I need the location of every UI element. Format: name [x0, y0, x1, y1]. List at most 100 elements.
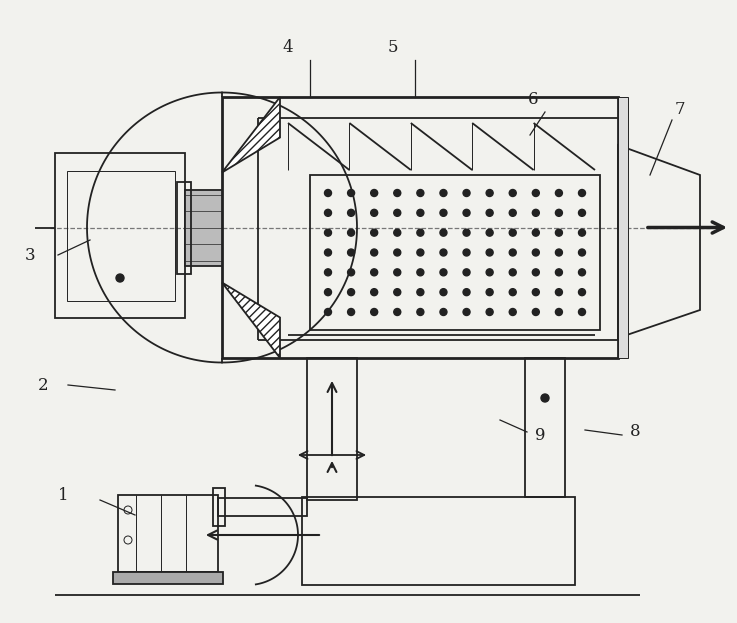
Circle shape	[394, 308, 401, 315]
Circle shape	[463, 308, 470, 315]
Bar	[177, 181, 191, 273]
Bar	[55, 153, 185, 318]
Circle shape	[371, 249, 377, 256]
Circle shape	[348, 189, 354, 196]
Bar	[222, 97, 618, 358]
Circle shape	[509, 249, 516, 256]
Circle shape	[532, 189, 539, 196]
Circle shape	[394, 249, 401, 256]
Circle shape	[463, 249, 470, 256]
Circle shape	[324, 209, 332, 216]
Circle shape	[556, 189, 562, 196]
Circle shape	[532, 209, 539, 216]
Circle shape	[417, 269, 424, 276]
Circle shape	[509, 269, 516, 276]
Circle shape	[440, 189, 447, 196]
Text: 1: 1	[57, 487, 69, 503]
Text: 7: 7	[674, 102, 685, 118]
Circle shape	[579, 229, 585, 236]
Circle shape	[509, 288, 516, 296]
Circle shape	[394, 288, 401, 296]
Circle shape	[440, 209, 447, 216]
Circle shape	[486, 269, 493, 276]
Bar	[67, 171, 175, 301]
Bar	[618, 97, 628, 358]
Circle shape	[532, 288, 539, 296]
Circle shape	[486, 189, 493, 196]
Circle shape	[394, 269, 401, 276]
Circle shape	[556, 269, 562, 276]
Circle shape	[371, 189, 377, 196]
Circle shape	[532, 269, 539, 276]
Bar	[185, 189, 222, 265]
Circle shape	[556, 229, 562, 236]
Bar	[310, 175, 600, 330]
Circle shape	[417, 229, 424, 236]
Bar	[525, 358, 565, 497]
Circle shape	[348, 288, 354, 296]
Circle shape	[348, 308, 354, 315]
Circle shape	[348, 229, 354, 236]
Polygon shape	[222, 282, 280, 358]
Circle shape	[371, 269, 377, 276]
Bar	[118, 495, 218, 572]
Circle shape	[371, 209, 377, 216]
Circle shape	[532, 308, 539, 315]
Circle shape	[324, 288, 332, 296]
Circle shape	[556, 308, 562, 315]
Text: 6: 6	[528, 92, 538, 108]
Circle shape	[440, 269, 447, 276]
Circle shape	[324, 308, 332, 315]
Circle shape	[440, 308, 447, 315]
Circle shape	[417, 288, 424, 296]
Circle shape	[324, 249, 332, 256]
Circle shape	[532, 229, 539, 236]
Circle shape	[556, 209, 562, 216]
Circle shape	[463, 269, 470, 276]
Circle shape	[348, 209, 354, 216]
Circle shape	[324, 229, 332, 236]
Circle shape	[371, 308, 377, 315]
Circle shape	[509, 189, 516, 196]
Bar	[302, 497, 575, 585]
Circle shape	[394, 229, 401, 236]
Circle shape	[371, 229, 377, 236]
Circle shape	[486, 249, 493, 256]
Circle shape	[394, 209, 401, 216]
Circle shape	[417, 189, 424, 196]
Circle shape	[463, 189, 470, 196]
Circle shape	[463, 288, 470, 296]
Text: 5: 5	[388, 39, 398, 57]
Bar	[113, 572, 223, 584]
Circle shape	[324, 269, 332, 276]
Circle shape	[541, 394, 549, 402]
Text: 4: 4	[283, 39, 293, 57]
Circle shape	[509, 229, 516, 236]
Circle shape	[116, 274, 124, 282]
Circle shape	[509, 209, 516, 216]
Circle shape	[417, 308, 424, 315]
Circle shape	[417, 249, 424, 256]
Polygon shape	[222, 97, 280, 173]
Circle shape	[417, 209, 424, 216]
Circle shape	[324, 189, 332, 196]
Circle shape	[579, 269, 585, 276]
Circle shape	[394, 189, 401, 196]
Text: 3: 3	[24, 247, 35, 264]
Circle shape	[579, 189, 585, 196]
Circle shape	[486, 288, 493, 296]
Circle shape	[579, 308, 585, 315]
Circle shape	[440, 229, 447, 236]
Circle shape	[556, 249, 562, 256]
Circle shape	[532, 249, 539, 256]
Circle shape	[463, 209, 470, 216]
Bar	[213, 488, 225, 525]
Circle shape	[348, 269, 354, 276]
Circle shape	[463, 229, 470, 236]
Circle shape	[556, 288, 562, 296]
Text: 8: 8	[629, 424, 640, 440]
Circle shape	[371, 288, 377, 296]
Circle shape	[486, 209, 493, 216]
Circle shape	[486, 229, 493, 236]
Circle shape	[440, 249, 447, 256]
